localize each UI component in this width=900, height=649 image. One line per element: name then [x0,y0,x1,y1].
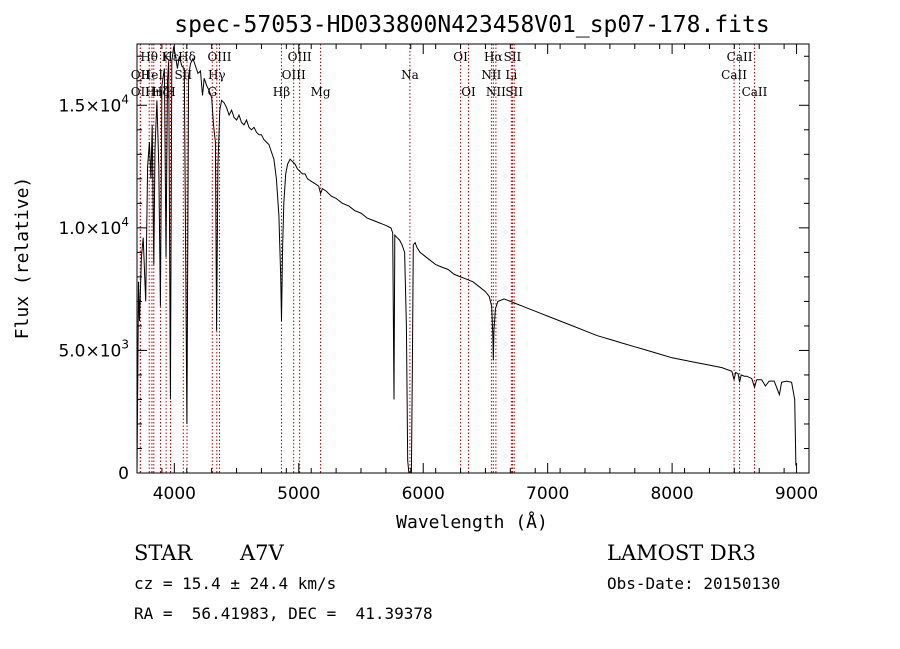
x-tick-label-3: 7000 [526,484,569,504]
y-tick-label-0: 0 [118,464,129,484]
sky-coordinates: RA = 56.41983, DEC = 41.39378 [134,604,433,623]
marker-label-29: CaII [742,85,768,99]
chart-title: spec-57053-HD033800N423458V01_sp07-178.f… [174,12,769,38]
marker-label-17: Mg [311,85,331,99]
observation-date: Obs-Date: 20150130 [607,574,780,593]
marker-label-3: HeI [141,68,164,82]
object-class: STAR [134,541,193,565]
spectral-line-markers [139,44,755,473]
marker-label-0: OII [131,85,151,99]
x-axis-label: Wavelength (Å) [396,511,548,533]
marker-label-21: NII [481,68,501,82]
marker-label-9: SII [174,68,192,82]
x-tick-label-4: 8000 [650,484,693,504]
marker-label-25: SII [504,50,522,64]
plot-frame [136,43,810,474]
spectral-line-labels: OIIHθOIIHeIHηHζKHHεSIIHδGHγOIIIHβOIIIOII… [131,50,768,99]
marker-label-23: NII [486,85,506,99]
marker-label-10: Hδ [178,50,196,64]
x-tick-label-2: 6000 [402,484,445,504]
marker-label-6: K [162,50,172,64]
y-tick-label-3: 1.5×104 [58,92,129,116]
x-axis-ticks: 4000 5000 6000 7000 8000 9000 [136,44,818,504]
marker-label-7: H [165,85,175,99]
marker-label-15: OIII [282,68,306,82]
marker-label-20: OI [461,85,476,99]
marker-label-28: CaII [727,50,753,64]
marker-label-11: G [207,85,217,99]
marker-label-1: Hθ [140,50,158,64]
object-subclass: A7V [239,541,285,565]
spectrum-line [136,46,797,474]
marker-label-16: OIII [288,50,312,64]
marker-label-24: Li [505,68,517,82]
marker-label-5: Hζ [152,85,169,99]
y-tick-label-2: 1.0×104 [58,215,129,239]
marker-label-27: CaII [721,68,747,82]
y-axis-label: Flux (relative) [12,177,33,340]
x-tick-label-5: 9000 [775,484,818,504]
redshift-readout: cz = 15.4 ± 24.4 km/s [134,574,336,593]
marker-label-19: OI [453,50,468,64]
marker-label-22: Hα [484,50,503,64]
x-tick-label-1: 5000 [277,484,320,504]
marker-label-13: OIII [207,50,231,64]
marker-label-14: Hβ [273,85,290,99]
survey-name: LAMOST DR3 [607,541,756,565]
marker-label-4: Hη [145,85,163,99]
y-axis-ticks: 0 5.0×103 1.0×104 1.5×104 [58,55,809,484]
marker-label-18: Na [401,68,419,82]
x-tick-label-0: 4000 [153,484,196,504]
y-tick-label-1: 5.0×103 [58,337,129,361]
marker-label-12: Hγ [208,68,226,82]
marker-label-26: SII [505,85,523,99]
marker-label-2: OII [131,68,151,82]
